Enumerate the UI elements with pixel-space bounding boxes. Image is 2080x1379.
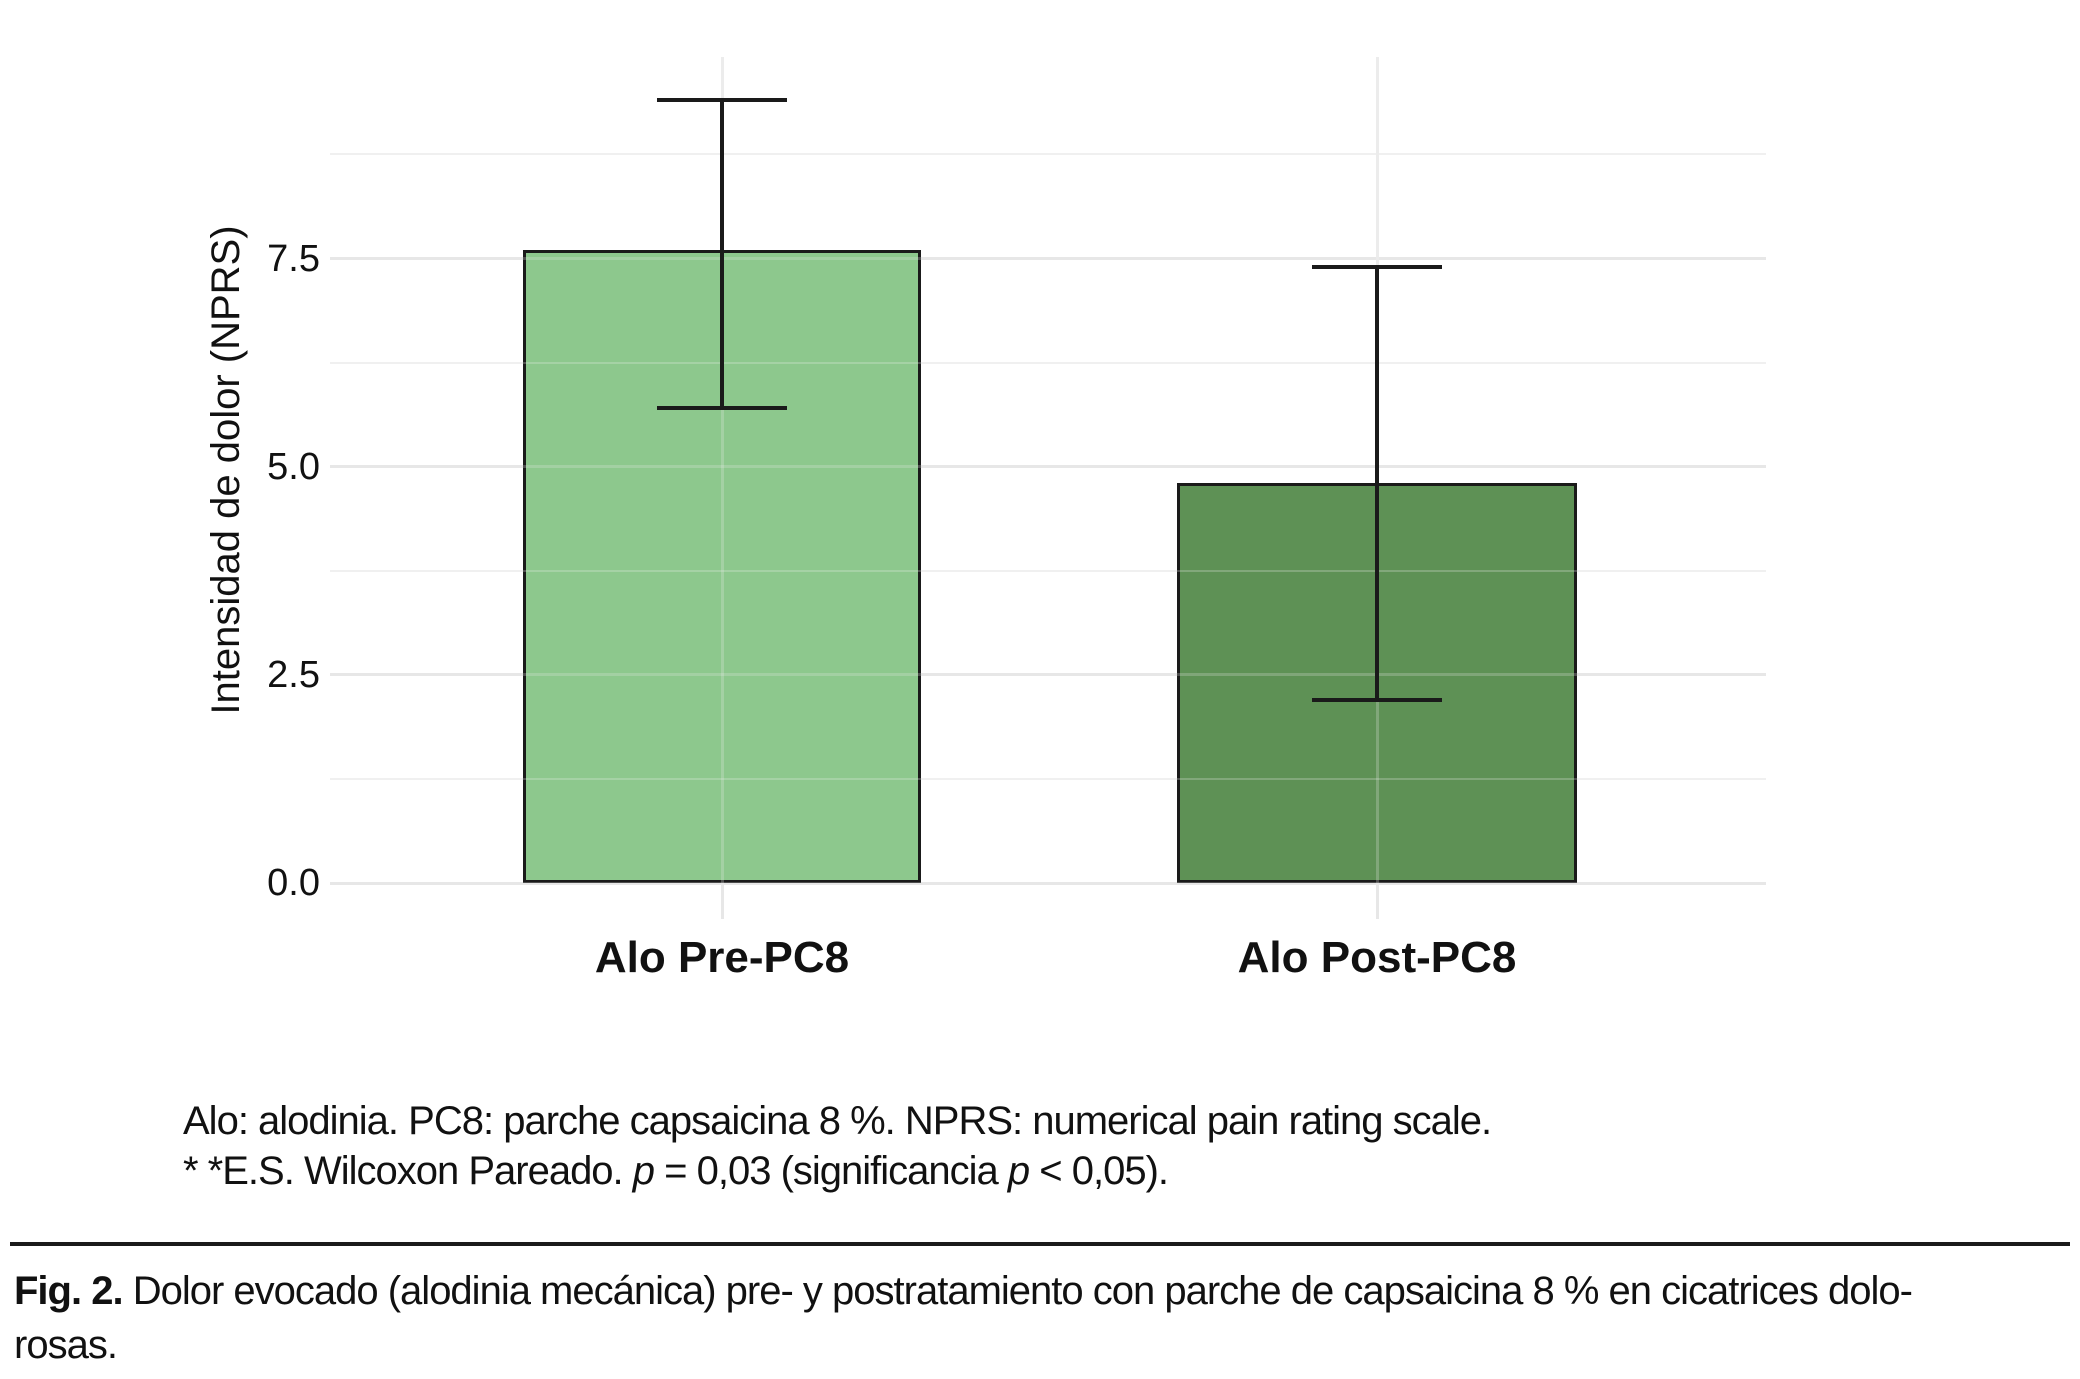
error-bar-line-1 xyxy=(1375,266,1379,700)
figure-caption-label: Fig. 2. xyxy=(14,1269,124,1313)
figure-caption: Fig. 2. Dolor evocado (alodinia mecánica… xyxy=(14,1264,2070,1372)
footnote-stats-text-2: = 0,03 (significancia xyxy=(654,1149,1008,1193)
footnote-line-1: Alo: alodinia. PC8: parche capsaicina 8 … xyxy=(183,1096,1883,1146)
error-bar-cap-upper-1 xyxy=(1312,264,1442,269)
x-axis-tick-0 xyxy=(720,885,724,919)
error-bar-line-0 xyxy=(720,100,724,409)
y-tick-label-5.0: 5.0 xyxy=(267,445,320,488)
error-bar-cap-lower-0 xyxy=(657,406,787,411)
gridline-minor-y-3 xyxy=(330,153,1766,156)
error-bar-cap-upper-0 xyxy=(657,98,787,103)
footnote-abbreviations: Alo: alodinia. PC8: parche capsaicina 8 … xyxy=(183,1099,1492,1143)
footnote-line-2: * *E.S. Wilcoxon Pareado. p = 0,03 (sign… xyxy=(183,1146,1883,1196)
y-tick-label-0.0: 0.0 xyxy=(267,862,320,904)
x-category-label-alo-post-pc8: Alo Post-PC8 xyxy=(1237,933,1517,982)
footnote-stats-text-3: < 0,05). xyxy=(1029,1149,1169,1193)
caption-divider-rule xyxy=(10,1242,2070,1246)
footnote-block: Alo: alodinia. PC8: parche capsaicina 8 … xyxy=(183,1096,1883,1196)
y-tick-label-7.5: 7.5 xyxy=(267,237,320,280)
bar-chart: Intensidad de dolor (NPRS) 0.0 2.5 5.0 7.5 A… xyxy=(204,57,1766,982)
footnote-p-italic-2: p xyxy=(1007,1149,1030,1193)
error-bar-cap-lower-1 xyxy=(1312,697,1442,702)
y-tick-label-2.5: 2.5 xyxy=(267,653,320,696)
gridline-minor-y-3 xyxy=(330,153,1766,156)
footnote-stats-text: * *E.S. Wilcoxon Pareado. xyxy=(183,1149,633,1193)
footnote-p-italic-1: p xyxy=(632,1149,655,1193)
x-axis-tick-1 xyxy=(1375,885,1379,919)
x-category-label-alo-pre-pc8: Alo Pre-PC8 xyxy=(594,933,850,982)
figure-caption-text-line1: Dolor evocado (alodinia mecánica) pre- y… xyxy=(122,1269,1913,1313)
figure-caption-text-line2: rosas. xyxy=(14,1323,118,1367)
